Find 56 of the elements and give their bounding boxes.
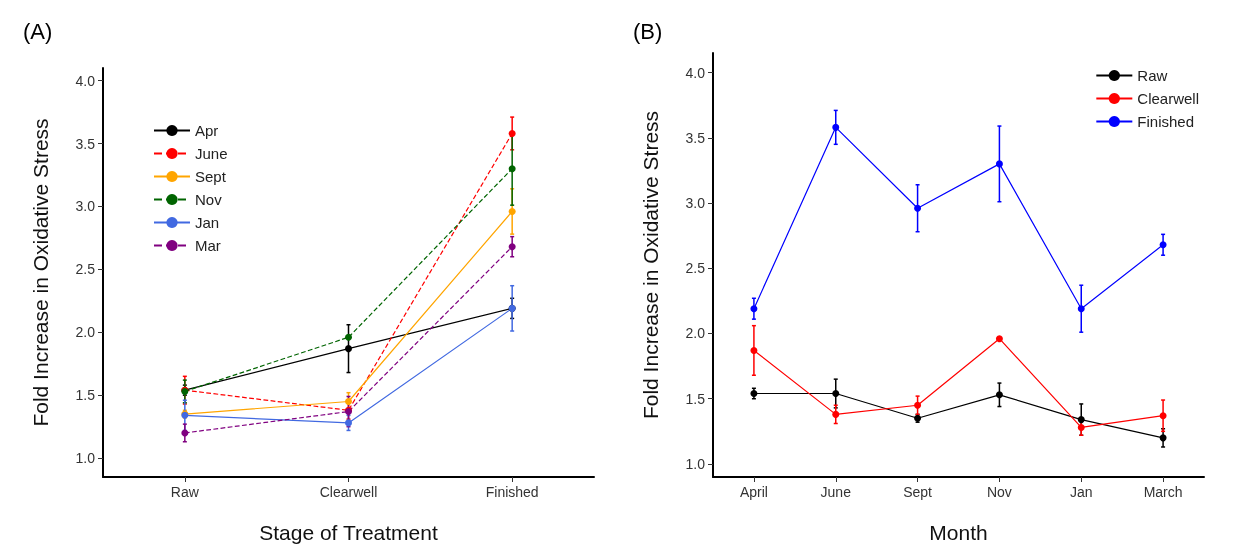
x-tick-label: Raw [170,484,200,500]
y-tick-label: 4.0 [685,64,706,81]
legend-label: Apr [195,122,219,139]
text: (A) [23,18,53,44]
point [345,345,352,353]
y-tick-label: 1.5 [75,387,96,404]
point [1159,412,1167,420]
point [1077,305,1085,313]
legend-label: Jan [195,214,220,231]
legend-label: June [195,145,228,162]
x-axis-title: Stage of Treatment [259,521,438,544]
x-tick-label: March [1143,484,1183,500]
y-tick-label: 3.0 [685,195,706,212]
legend-label: Mar [195,237,221,254]
y-tick-label: 4.0 [75,72,96,89]
point [995,391,1003,399]
x-tick-label: Sept [903,484,933,500]
point [832,123,840,131]
point [508,165,516,173]
point [508,129,516,137]
point [750,305,758,313]
legend-label: Raw [1137,67,1168,84]
y-tick-label: 2.5 [75,261,96,278]
point [1159,241,1167,249]
point [1077,423,1085,431]
y-tick-label: 3.5 [685,129,706,146]
y-tick-label: 2.0 [75,324,96,341]
point [832,390,840,397]
x-tick-label: Nov [986,484,1012,500]
point [914,204,922,212]
y-tick-label: 2.0 [685,325,706,342]
point [914,401,922,409]
legend-label: Finished [1137,113,1195,130]
y-tick-label: 3.0 [75,198,96,215]
point [508,243,516,251]
point [1159,434,1167,442]
x-tick-label: June [820,484,852,500]
y-axis-title: Fold Increase in Oxidative Stress [29,118,52,427]
y-tick-label: 1.0 [75,450,96,467]
y-tick-label: 3.5 [75,135,96,152]
legend-label: Nov [195,191,223,208]
x-tick-label: April [739,484,768,500]
x-axis-title: Month [929,521,988,544]
legend-label: Sept [195,168,227,185]
x-tick-label: Clearwell [319,484,378,500]
point [508,207,516,215]
y-axis-title: Fold Increase in Oxidative Stress [639,110,662,420]
y-tick-label: 1.5 [685,390,706,407]
point [750,346,758,354]
text: (B) [633,18,663,44]
y-tick-label: 1.0 [685,455,706,472]
point [995,160,1003,168]
legend-label: Clearwell [1137,90,1199,107]
y-tick-label: 2.5 [685,260,706,277]
x-tick-label: Jan [1069,484,1093,500]
x-tick-label: Finished [485,484,539,500]
